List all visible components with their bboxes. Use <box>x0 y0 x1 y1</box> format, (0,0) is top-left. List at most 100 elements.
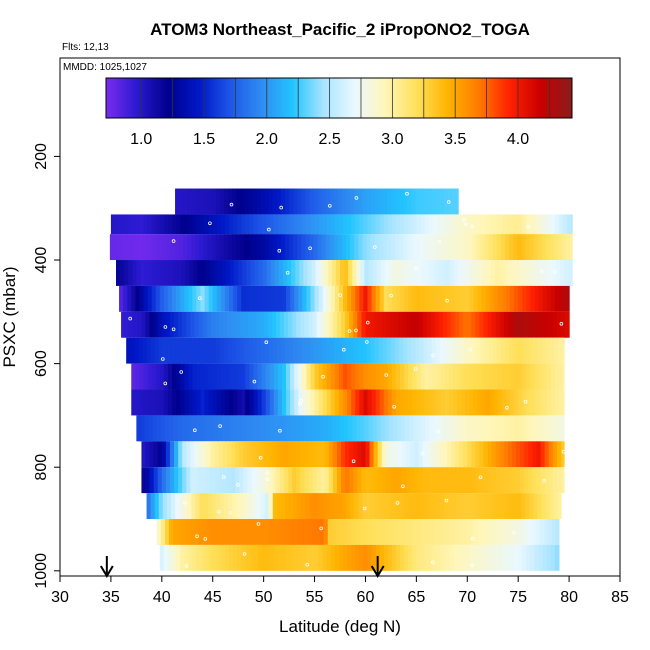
heatmap-cell <box>506 415 512 442</box>
heatmap-cell <box>147 214 153 235</box>
heatmap-cell <box>330 544 336 571</box>
sample-marker <box>354 328 358 333</box>
heatmap-cell <box>248 493 254 520</box>
heatmap-cell <box>455 311 460 338</box>
heatmap-cell <box>176 214 181 235</box>
colorbar-segment <box>393 78 397 118</box>
heatmap-cell <box>161 467 167 494</box>
heatmap-cell <box>528 467 534 494</box>
heatmap-cell <box>440 389 446 416</box>
down-arrow-icon <box>370 556 385 578</box>
heatmap-cell <box>455 441 460 468</box>
heatmap-cell <box>249 389 255 416</box>
colorbar-segment <box>137 78 141 118</box>
heatmap-cell <box>176 363 181 390</box>
band-1 <box>110 214 573 235</box>
heatmap-cell <box>530 363 536 390</box>
heatmap-cell <box>267 311 273 338</box>
heatmap-cell <box>439 493 445 520</box>
heatmap-cell <box>425 519 431 545</box>
heatmap-cell <box>166 337 172 364</box>
heatmap-cell <box>206 467 212 494</box>
x-tick-label: 45 <box>204 589 222 606</box>
heatmap-cell <box>131 389 136 416</box>
heatmap-cell <box>312 441 318 468</box>
heatmap-cell <box>239 441 244 468</box>
heatmap-cell <box>330 285 336 312</box>
heatmap-cell <box>419 234 425 261</box>
heatmap-cell <box>183 234 188 261</box>
x-tick-label: 80 <box>560 589 578 606</box>
sample-marker <box>203 537 208 541</box>
heatmap-cell <box>347 544 352 571</box>
heatmap-cell <box>185 519 190 545</box>
heatmap-cell <box>482 260 488 286</box>
heatmap-cell <box>489 389 495 416</box>
colorbar-segment <box>124 78 128 118</box>
heatmap-cell <box>568 260 573 286</box>
heatmap-cell <box>531 415 537 442</box>
heatmap-cell <box>253 363 259 390</box>
heatmap-cell <box>163 544 169 571</box>
heatmap-cell <box>321 337 327 364</box>
heatmap-cell <box>444 363 450 390</box>
heatmap-cell <box>185 415 190 442</box>
heatmap-cell <box>316 467 322 494</box>
heatmap-cell <box>306 285 312 312</box>
heatmap-cell <box>201 519 207 545</box>
heatmap-cell <box>463 467 468 494</box>
sample-marker <box>445 298 449 303</box>
heatmap-cell <box>472 234 478 261</box>
heatmap-cell <box>438 467 444 494</box>
heatmap-cell <box>192 285 198 312</box>
heatmap-cell <box>547 260 553 286</box>
heatmap-cell <box>533 493 539 520</box>
heatmap-cell <box>415 493 421 520</box>
heatmap-cell <box>553 234 559 261</box>
heatmap-cell <box>245 363 250 390</box>
heatmap-cell <box>434 441 440 468</box>
heatmap-cell <box>192 544 198 571</box>
sample-marker <box>437 239 441 244</box>
colorbar-segment <box>230 78 234 118</box>
heatmap-cell <box>265 363 271 390</box>
heatmap-cell <box>458 260 463 286</box>
heatmap-cell <box>369 311 375 338</box>
heatmap-cell <box>333 493 339 520</box>
heatmap-cell <box>280 234 286 261</box>
heatmap-cell <box>359 214 365 235</box>
heatmap-cell <box>469 214 474 235</box>
heatmap-cell <box>139 363 145 390</box>
heatmap-cell <box>347 285 352 312</box>
heatmap-cell <box>143 214 149 235</box>
heatmap-cell <box>567 214 572 235</box>
heatmap-cell <box>317 234 323 261</box>
heatmap-cell <box>321 188 327 215</box>
heatmap-cell <box>290 285 295 312</box>
heatmap-cell <box>407 493 412 520</box>
heatmap-cell <box>529 337 535 364</box>
heatmap-cell <box>200 363 206 390</box>
heatmap-cell <box>560 441 565 468</box>
heatmap-cell <box>420 214 426 235</box>
heatmap-cell <box>271 467 277 494</box>
heatmap-cell <box>355 214 360 235</box>
heatmap-cell <box>413 519 418 545</box>
heatmap-cell <box>422 467 428 494</box>
colorbar-segment <box>269 78 273 118</box>
heatmap-cell <box>457 363 462 390</box>
colorbar-segment <box>556 78 560 118</box>
heatmap-cell <box>154 234 160 261</box>
heatmap-cell <box>404 285 409 312</box>
heatmap-cell <box>314 389 320 416</box>
sample-marker <box>128 316 133 321</box>
heatmap-cell <box>225 519 231 545</box>
heatmap-cell <box>498 519 504 545</box>
heatmap-cell <box>282 260 288 286</box>
heatmap-cell <box>480 337 486 364</box>
heatmap-cell <box>198 467 204 494</box>
heatmap-cell <box>467 467 472 494</box>
heatmap-cell <box>184 214 189 235</box>
x-tick-label: 65 <box>407 589 425 606</box>
heatmap-cell <box>439 337 445 364</box>
